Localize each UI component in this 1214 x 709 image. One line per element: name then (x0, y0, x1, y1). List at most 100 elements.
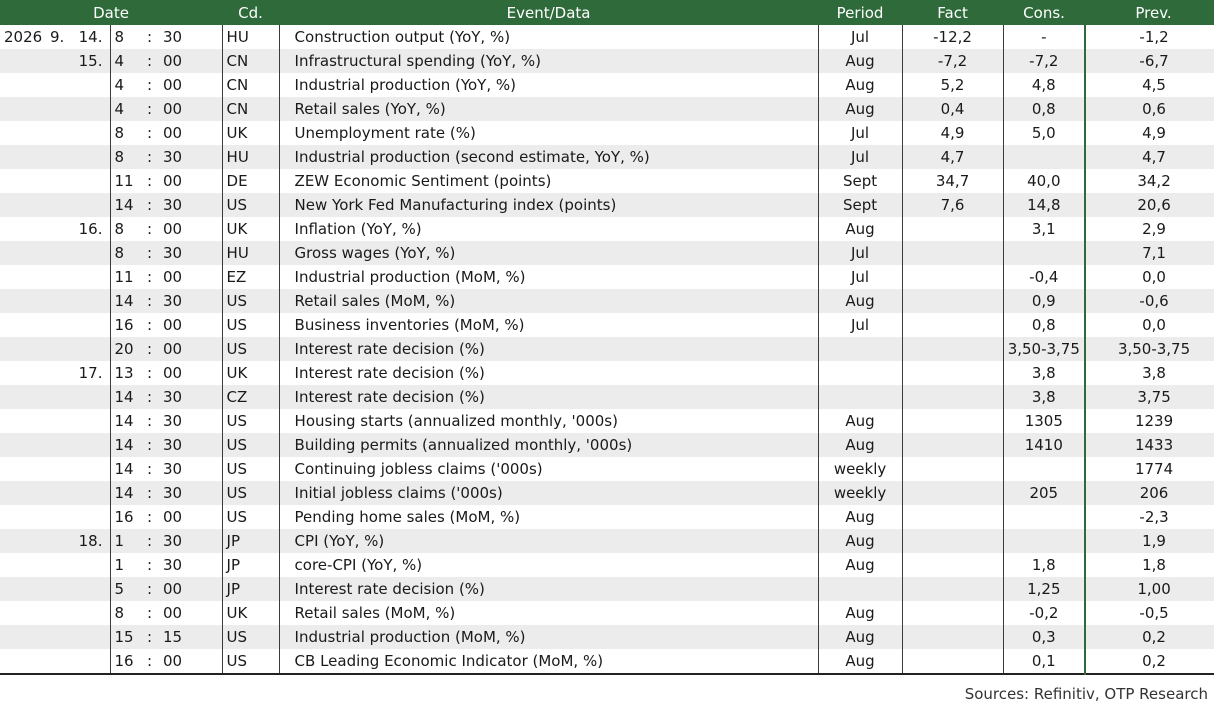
day-cell (78, 577, 110, 601)
fact-cell (901, 553, 1004, 577)
event-cell: Housing starts (annualized monthly, '000… (278, 409, 819, 433)
year-cell (0, 601, 48, 625)
table-row: 14:30 US Building permits (annualized mont… (0, 433, 1214, 457)
fact-cell (901, 337, 1004, 361)
minute-cell: 00 (157, 49, 223, 73)
hour-cell: 4 (109, 73, 142, 97)
day-cell (78, 505, 110, 529)
day-cell (78, 313, 110, 337)
table-row: 16. 8:00 UK Inflation (YoY, %) Aug 3,1 2,9 (0, 217, 1214, 241)
time-separator: : (142, 505, 157, 529)
month-cell (48, 313, 78, 337)
fact-cell (901, 265, 1004, 289)
hour-cell: 11 (109, 265, 142, 289)
month-cell (48, 553, 78, 577)
period-cell: weekly (817, 457, 903, 481)
event-cell: Industrial production (MoM, %) (278, 625, 819, 649)
month-cell (48, 409, 78, 433)
period-cell (817, 361, 903, 385)
day-cell (78, 73, 110, 97)
fact-cell (901, 649, 1004, 674)
fact-cell (901, 361, 1004, 385)
month-cell (48, 217, 78, 241)
year-cell (0, 313, 48, 337)
period-cell: Aug (817, 73, 903, 97)
country-code-cell: US (221, 409, 280, 433)
table-row: 14:30 CZ Interest rate decision (%) 3,8 3,75 (0, 385, 1214, 409)
time-separator: : (142, 25, 157, 49)
event-cell: core-CPI (YoY, %) (278, 553, 819, 577)
day-cell (78, 169, 110, 193)
country-code-cell: EZ (221, 265, 280, 289)
minute-cell: 00 (157, 577, 223, 601)
hour-cell: 16 (109, 649, 142, 674)
day-cell: 18. (78, 529, 110, 553)
country-code-cell: US (221, 625, 280, 649)
period-cell: Aug (817, 289, 903, 313)
hour-cell: 14 (109, 409, 142, 433)
period-cell: Aug (817, 97, 903, 121)
event-cell: Pending home sales (MoM, %) (278, 505, 819, 529)
table-row: 14:30 US Housing starts (annualized monthl… (0, 409, 1214, 433)
table-row: 20:00 US Interest rate decision (%) 3,50-3,… (0, 337, 1214, 361)
consensus-cell: 0,8 (1002, 313, 1086, 337)
previous-cell: 3,50-3,75 (1084, 337, 1214, 361)
period-cell: Aug (817, 529, 903, 553)
minute-cell: 00 (157, 73, 223, 97)
month-cell (48, 265, 78, 289)
month-cell (48, 577, 78, 601)
fact-cell: 34,7 (901, 169, 1004, 193)
fact-cell (901, 481, 1004, 505)
time-separator: : (142, 193, 157, 217)
minute-cell: 00 (157, 121, 223, 145)
month-cell (48, 601, 78, 625)
time-separator: : (142, 241, 157, 265)
time-separator: : (142, 457, 157, 481)
year-cell (0, 289, 48, 313)
time-separator: : (142, 409, 157, 433)
month-cell (48, 433, 78, 457)
period-cell: Aug (817, 433, 903, 457)
year-cell (0, 649, 48, 674)
time-separator: : (142, 337, 157, 361)
day-cell (78, 457, 110, 481)
time-separator: : (142, 49, 157, 73)
month-cell (48, 289, 78, 313)
country-code-cell: US (221, 313, 280, 337)
day-cell: 17. (78, 361, 110, 385)
table-row: 18. 1:30 JP CPI (YoY, %) Aug 1,9 (0, 529, 1214, 553)
table-row: 8:00 UK Unemployment rate (%) Jul 4,9 5,0 4,9 (0, 121, 1214, 145)
country-code-cell: US (221, 457, 280, 481)
hour-cell: 14 (109, 457, 142, 481)
consensus-cell: 1305 (1002, 409, 1086, 433)
year-cell (0, 433, 48, 457)
consensus-cell: 205 (1002, 481, 1086, 505)
month-cell (48, 193, 78, 217)
previous-cell: 7,1 (1084, 241, 1214, 265)
day-cell (78, 385, 110, 409)
table-row: 14:30 US Continuing jobless claims ('000s)… (0, 457, 1214, 481)
event-cell: Industrial production (second estimate, … (278, 145, 819, 169)
year-cell (0, 385, 48, 409)
month-cell (48, 241, 78, 265)
year-cell (0, 193, 48, 217)
consensus-cell: 3,1 (1002, 217, 1086, 241)
previous-cell: 0,0 (1084, 265, 1214, 289)
fact-cell (901, 625, 1004, 649)
consensus-cell: 3,8 (1002, 385, 1086, 409)
time-separator: : (142, 481, 157, 505)
year-cell: 2026 (0, 25, 48, 49)
previous-cell: 4,9 (1084, 121, 1214, 145)
year-cell (0, 625, 48, 649)
country-code-cell: JP (221, 529, 280, 553)
table-row: 2026 9. 14. 8:30 HU Construction output (YoY,… (0, 25, 1214, 49)
time-separator: : (142, 73, 157, 97)
country-code-cell: UK (221, 601, 280, 625)
fact-cell (901, 217, 1004, 241)
day-cell (78, 241, 110, 265)
minute-cell: 30 (157, 145, 223, 169)
consensus-cell: 0,1 (1002, 649, 1086, 674)
fact-cell: 4,7 (901, 145, 1004, 169)
time-separator: : (142, 553, 157, 577)
month-cell (48, 169, 78, 193)
